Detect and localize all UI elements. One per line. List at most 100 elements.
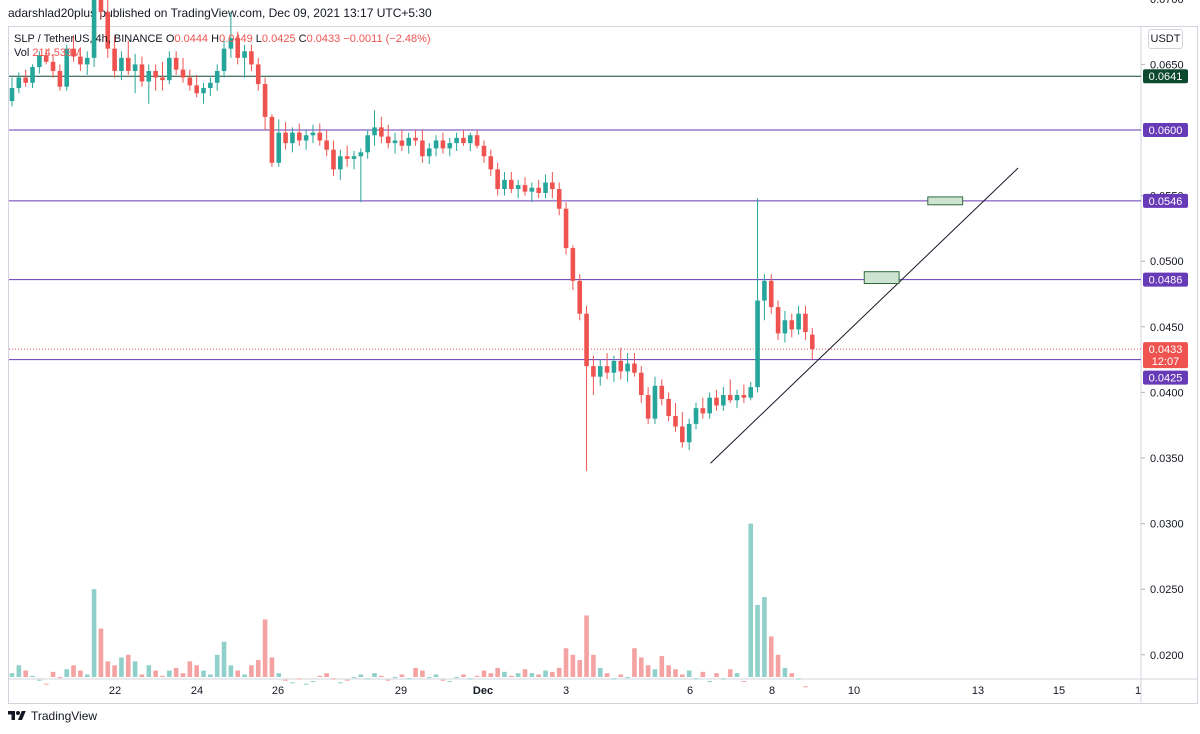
volume-bar	[522, 669, 528, 677]
footer-brand: TradingView	[31, 709, 98, 723]
volume-bar	[43, 683, 49, 685]
volume-bar	[707, 681, 712, 683]
volume-bar	[317, 675, 323, 677]
volume-bar	[180, 673, 186, 677]
price-axis-label-bg	[1143, 342, 1188, 369]
price-axis-label: 0.0600	[1149, 125, 1183, 137]
x-tick-label: 8	[769, 685, 775, 697]
candle-body	[481, 145, 487, 157]
candle-body	[467, 135, 473, 144]
x-tick-label: 13	[972, 685, 984, 697]
candle-body	[23, 77, 28, 83]
candle-body	[727, 395, 733, 401]
high-value: 0.0449	[219, 33, 253, 45]
candle-body	[30, 67, 35, 83]
candle-body	[693, 408, 699, 424]
volume-bar	[249, 665, 254, 677]
volume-bar	[214, 654, 220, 677]
candle-body	[789, 320, 795, 330]
candle-body	[666, 398, 671, 417]
volume-bar	[201, 670, 206, 677]
price-axis-label-bg	[1143, 272, 1188, 287]
candle-body	[167, 57, 172, 81]
volume-bar	[365, 678, 370, 680]
candle-body	[9, 88, 15, 102]
volume-bar	[426, 677, 432, 679]
currency-button[interactable]: USDT	[1148, 29, 1183, 49]
candle-body	[235, 38, 241, 58]
volume-bar	[91, 589, 97, 677]
volume-bar	[515, 673, 521, 677]
volume-bar	[269, 657, 275, 677]
candle-body	[426, 148, 432, 157]
candle-body	[502, 179, 507, 190]
candle-body	[331, 149, 336, 170]
candle-body	[139, 64, 145, 82]
open-value: 0.0444	[174, 33, 209, 45]
candle-body	[221, 48, 227, 71]
candle-body	[269, 116, 275, 163]
candle-body	[194, 85, 199, 94]
volume-bar	[290, 682, 295, 684]
volume-bar	[481, 670, 487, 677]
volume-bar	[803, 686, 808, 688]
candle-body	[447, 143, 453, 149]
candle-body	[570, 248, 576, 281]
x-tick-label: 24	[191, 685, 203, 697]
volume-bar	[208, 674, 213, 677]
symbol-label[interactable]: SLP / TetherUS, 4h, BINANCE	[14, 33, 163, 45]
trend-line	[710, 167, 1019, 464]
candle-body	[372, 127, 377, 136]
candle-body	[98, 0, 104, 12]
x-tick-label: 22	[109, 685, 121, 697]
candle-body	[638, 372, 644, 396]
volume-bar	[467, 678, 473, 680]
chart-frame	[8, 26, 1198, 704]
high-label: H	[211, 33, 220, 45]
candle-body	[78, 56, 83, 65]
candle-body	[153, 70, 158, 78]
candle-body	[160, 77, 165, 81]
candle-body	[748, 387, 754, 398]
volume-bar	[296, 678, 302, 680]
volume-bar	[420, 670, 425, 677]
candle-body	[276, 132, 282, 163]
volume-bar	[789, 673, 795, 677]
volume-bar	[625, 677, 630, 679]
candle-body	[105, 11, 111, 49]
volume-bar	[673, 669, 678, 677]
candle-body	[413, 137, 418, 141]
candle-body	[550, 182, 555, 190]
volume-bar	[112, 665, 117, 677]
volume-bar	[23, 670, 28, 677]
candle-body	[296, 132, 302, 141]
candle-body	[440, 140, 446, 149]
volume-bar	[283, 679, 288, 681]
candle-body	[680, 426, 685, 443]
volume-bar	[584, 615, 589, 677]
volume-bar	[604, 673, 610, 677]
volume-bar	[132, 661, 138, 677]
volume-bar	[221, 641, 227, 677]
low-label: L	[255, 33, 262, 45]
candle-body	[255, 64, 261, 85]
candle-body	[290, 132, 295, 144]
volume-bar	[509, 675, 514, 677]
close-value: 0.0433	[306, 33, 341, 45]
candle-body	[385, 136, 391, 144]
candle-body	[242, 51, 247, 58]
candle-body	[119, 57, 124, 71]
price-axis-label: 0.0425	[1149, 373, 1183, 385]
volume-bar	[255, 660, 261, 677]
candle-body	[604, 366, 610, 373]
volume-bar	[146, 665, 152, 677]
candle-body	[509, 179, 514, 190]
volume-bar	[310, 681, 316, 683]
candle-body	[173, 57, 179, 70]
candle-body	[50, 61, 56, 71]
volume-bar	[139, 674, 145, 677]
volume-bar	[721, 678, 726, 680]
candle-body	[734, 395, 740, 401]
candle-body	[84, 57, 90, 65]
